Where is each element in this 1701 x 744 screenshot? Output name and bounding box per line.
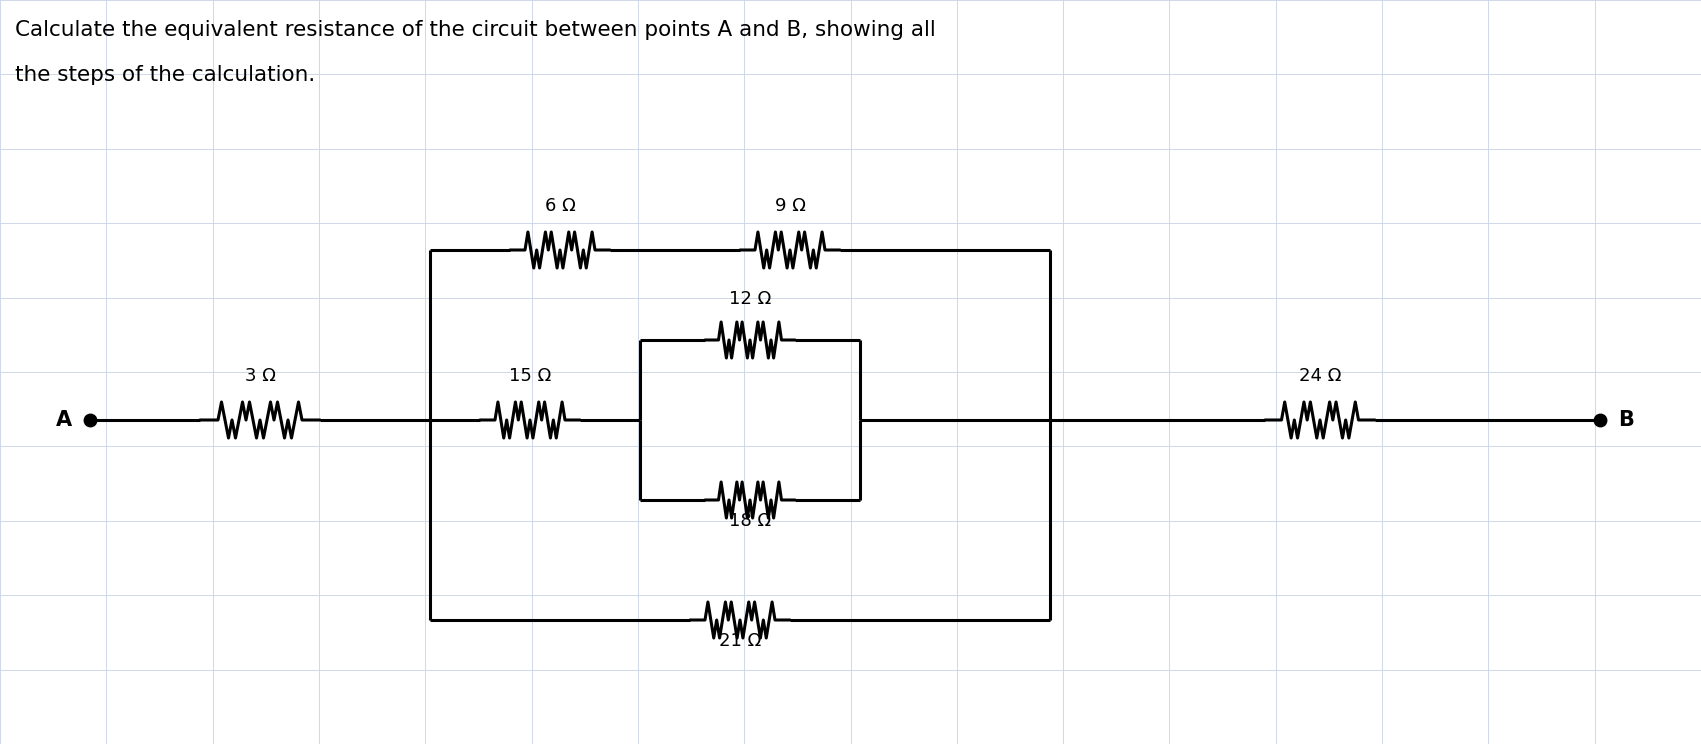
Text: 24 Ω: 24 Ω — [1300, 367, 1340, 385]
Text: 12 Ω: 12 Ω — [728, 290, 771, 308]
Text: Calculate the equivalent resistance of the circuit between points A and B, showi: Calculate the equivalent resistance of t… — [15, 20, 936, 40]
Text: 9 Ω: 9 Ω — [774, 197, 806, 215]
Text: 15 Ω: 15 Ω — [509, 367, 551, 385]
Text: B: B — [1618, 410, 1635, 430]
Text: A: A — [56, 410, 71, 430]
Text: 6 Ω: 6 Ω — [544, 197, 575, 215]
Text: 3 Ω: 3 Ω — [245, 367, 276, 385]
Text: the steps of the calculation.: the steps of the calculation. — [15, 65, 315, 85]
Text: 18 Ω: 18 Ω — [730, 512, 771, 530]
Text: 21 Ω: 21 Ω — [720, 632, 760, 650]
